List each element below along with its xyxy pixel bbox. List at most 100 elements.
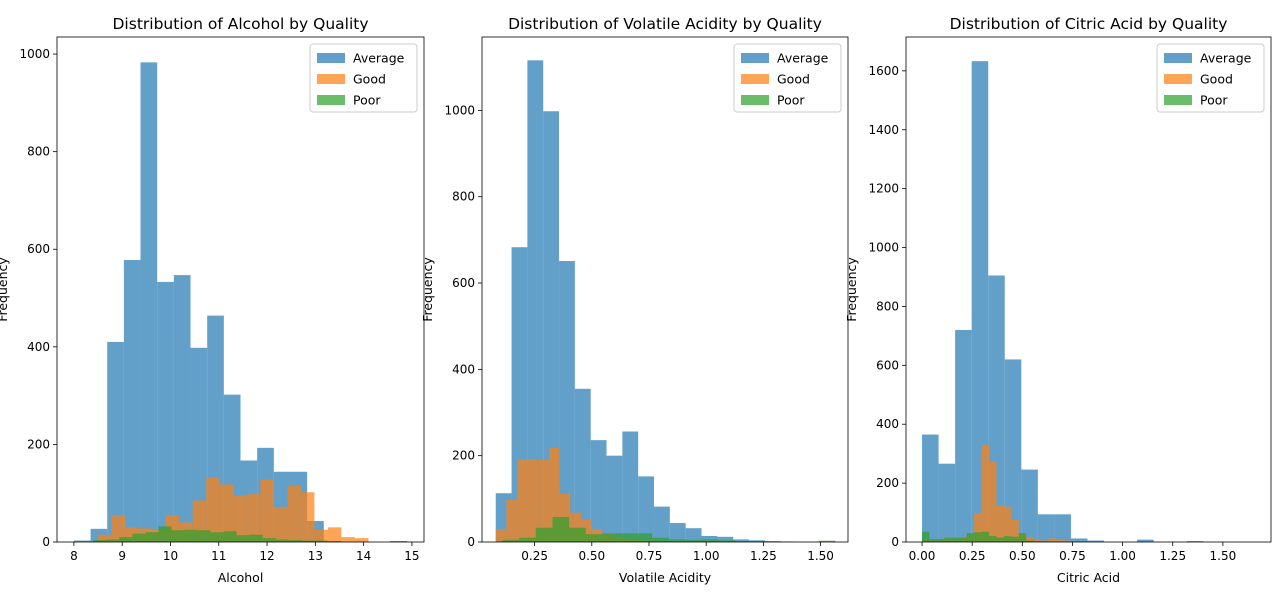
- bar-poor-11: [685, 539, 703, 542]
- legend-label-average: Average: [353, 51, 405, 66]
- bar-good-10: [996, 505, 1004, 542]
- x-tick-label: 1.50: [807, 549, 834, 563]
- bar-poor-11: [236, 535, 250, 542]
- bar-poor-11: [1003, 536, 1012, 542]
- bar-good-17: [327, 527, 342, 542]
- chart-panel-2: 0.25 0.50 0.75 1.00 1.25 1.50 0 200 400 600 800 100…: [420, 15, 849, 585]
- y-tick-label: 200: [876, 476, 899, 490]
- y-tick-label: 600: [27, 242, 50, 256]
- x-tick-label: 0.25: [959, 549, 986, 563]
- bar-average-6: [590, 440, 607, 542]
- bar-poor-7: [974, 532, 982, 542]
- bar-poor-9: [989, 536, 997, 542]
- y-tick-label: 600: [452, 276, 475, 290]
- bar-good-12: [1011, 519, 1019, 542]
- legend-swatch-average: [1164, 53, 1192, 63]
- x-tick-label: 1.50: [1210, 549, 1237, 563]
- bar-average-2: [527, 60, 544, 542]
- bar-poor-0: [502, 539, 520, 542]
- bar-good-15: [1033, 539, 1042, 542]
- bar-good-19: [1063, 540, 1071, 542]
- y-axis-label: Frequency: [420, 257, 435, 322]
- x-tick-label: 0.50: [578, 549, 605, 563]
- bars: [73, 62, 408, 542]
- bar-poor-2: [936, 539, 945, 542]
- bar-good-1: [111, 515, 126, 542]
- y-tick-label: 200: [27, 437, 50, 451]
- bar-poor-6: [602, 533, 619, 542]
- bar-poor-4: [951, 537, 960, 542]
- bar-average-11: [669, 523, 686, 542]
- bar-good-14: [287, 485, 301, 542]
- bar-poor-5: [158, 526, 172, 542]
- bar-good-12: [260, 479, 274, 542]
- x-tick-label: 9: [118, 549, 126, 563]
- bar-poor-7: [618, 533, 636, 542]
- bar-good-17: [1048, 538, 1056, 542]
- bar-good-8: [981, 444, 990, 542]
- y-axis-label: Frequency: [844, 257, 859, 322]
- bar-average-8: [1054, 514, 1071, 542]
- x-tick-label: 1.25: [750, 549, 777, 563]
- bar-average-4: [559, 261, 575, 542]
- bar-average-5: [157, 281, 174, 542]
- bar-poor-12: [1011, 536, 1019, 542]
- bar-good-5: [549, 447, 560, 542]
- bar-poor-18: [327, 541, 341, 542]
- bar-good-11: [1003, 506, 1012, 542]
- bar-poor-16: [301, 540, 315, 542]
- bar-average-7: [1037, 514, 1055, 542]
- bar-average-3: [543, 111, 560, 542]
- x-axis-label: Volatile Acidity: [619, 570, 712, 585]
- x-tick-label: 0.75: [1059, 549, 1086, 563]
- x-tick-label: 11: [211, 549, 226, 563]
- x-tick-label: 8: [70, 549, 78, 563]
- bar-poor-10: [223, 531, 237, 542]
- bar-poor-3: [552, 516, 570, 542]
- bar-good-0: [98, 534, 112, 542]
- x-tick-label: 12: [259, 549, 274, 563]
- y-tick-label: 800: [27, 145, 50, 159]
- bar-poor-12: [249, 534, 263, 542]
- bar-average-0: [922, 434, 939, 542]
- legend-swatch-average: [741, 53, 769, 63]
- legend-swatch-good: [741, 74, 769, 84]
- legend-label-average: Average: [777, 51, 829, 66]
- legend-swatch-poor: [741, 95, 769, 105]
- chart-title: Distribution of Alcohol by Quality: [113, 15, 369, 33]
- bar-poor-3: [944, 537, 952, 542]
- bar-average-6: [173, 275, 191, 542]
- bar-good-14: [1026, 537, 1034, 542]
- bar-average-7: [606, 455, 623, 542]
- bar-good-0: [495, 529, 507, 542]
- bar-poor-10: [668, 539, 686, 542]
- bar-good-18: [1055, 539, 1064, 542]
- bar-poor-4: [145, 532, 159, 542]
- y-tick-label: 1600: [868, 64, 899, 78]
- x-tick-label: 13: [308, 549, 323, 563]
- bar-good-7: [974, 513, 982, 542]
- bar-poor-8: [981, 531, 990, 542]
- y-tick-label: 0: [42, 535, 50, 549]
- bar-poor-15: [288, 540, 302, 542]
- bar-poor-13: [1018, 533, 1027, 542]
- legend-label-good: Good: [1200, 72, 1233, 87]
- bar-good-9: [989, 461, 997, 542]
- bar-average-6: [1021, 469, 1038, 542]
- legend-swatch-poor: [317, 95, 345, 105]
- x-axis-label: Alcohol: [218, 570, 264, 585]
- bar-poor-2: [119, 537, 133, 542]
- y-tick-label: 400: [452, 362, 475, 376]
- bar-poor-2: [535, 527, 553, 542]
- bar-good-7: [570, 512, 582, 542]
- bar-average-14: [717, 536, 734, 542]
- y-tick-label: 1200: [868, 182, 899, 196]
- bar-poor-5: [959, 537, 967, 542]
- bar-poor-1: [929, 539, 937, 542]
- legend-swatch-poor: [1164, 95, 1192, 105]
- legend-label-good: Good: [777, 72, 810, 87]
- bar-average-9: [638, 476, 655, 542]
- legend-label-poor: Poor: [1200, 93, 1228, 108]
- bar-poor-9: [210, 532, 224, 542]
- y-tick-label: 1000: [444, 103, 475, 117]
